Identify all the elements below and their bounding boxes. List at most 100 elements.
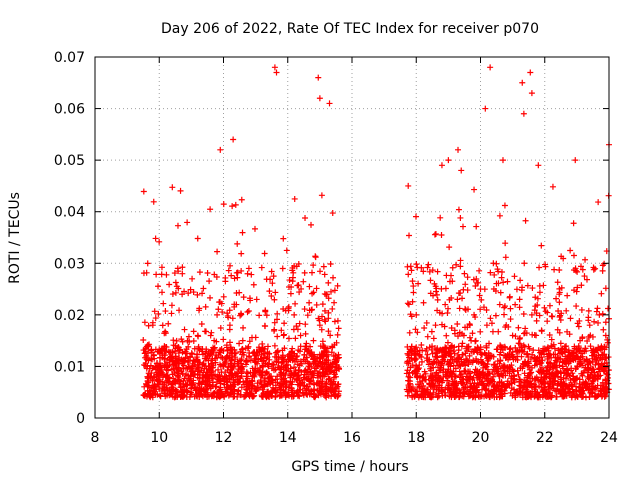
data-point-bulk [255, 344, 262, 351]
data-point-bulk [516, 385, 523, 392]
data-point-bulk [495, 280, 502, 287]
data-point-bulk [250, 349, 257, 356]
data-point-bulk [517, 378, 524, 385]
data-point-bulk [230, 374, 237, 381]
data-point-bulk [311, 393, 318, 400]
data-point-bulk [455, 206, 462, 213]
data-point-bulk [434, 374, 441, 381]
data-point-bulk [231, 356, 238, 363]
data-point-bulk [260, 354, 267, 361]
data-point-bulk [452, 365, 459, 372]
data-point-bulk [552, 351, 559, 358]
data-point-bulk [530, 347, 537, 354]
data-point-bulk [210, 372, 217, 379]
data-point-bulk [162, 393, 169, 400]
data-point-bulk [270, 273, 277, 280]
data-point-bulk [489, 328, 496, 335]
data-point-bulk [245, 391, 252, 398]
data-point-bulk [156, 372, 163, 379]
data-point-bulk [271, 319, 278, 326]
data-point-bulk [322, 392, 329, 399]
data-point-bulk [272, 289, 279, 296]
data-point-bulk [451, 356, 458, 363]
data-point-bulk [220, 201, 227, 208]
data-point-bulk [303, 354, 310, 361]
data-point-bulk [569, 370, 576, 377]
data-points [140, 64, 612, 401]
data-point-bulk [244, 308, 251, 315]
data-point-bulk [172, 289, 179, 296]
data-point-bulk [556, 314, 563, 321]
data-point-bulk [563, 307, 570, 314]
data-point-bulk [462, 305, 469, 312]
data-point-bulk [152, 235, 159, 242]
data-point-bulk [531, 381, 538, 388]
data-point-bulk [296, 393, 303, 400]
data-point-bulk [420, 382, 427, 389]
data-point-bulk [431, 231, 438, 238]
data-point-bulk [552, 357, 559, 364]
data-point-bulk [332, 352, 339, 359]
data-point-bulk [206, 367, 213, 374]
data-point-bulk [180, 357, 187, 364]
data-point-bulk [588, 380, 595, 387]
data-point-bulk [549, 363, 556, 370]
data-point-bulk [550, 381, 557, 388]
data-point-bulk [584, 384, 591, 391]
data-point-bulk [455, 290, 462, 297]
data-point-bulk [258, 392, 265, 399]
data-point-bulk [292, 335, 299, 342]
data-point-bulk [428, 328, 435, 335]
data-point [535, 162, 542, 169]
x-tick-label: 22 [536, 430, 554, 446]
data-point-bulk [566, 331, 573, 338]
data-point-bulk [314, 372, 321, 379]
data-point-bulk [176, 354, 183, 361]
data-point-bulk [195, 343, 202, 350]
data-point-bulk [472, 283, 479, 290]
data-point [297, 332, 304, 339]
data-point [471, 311, 478, 318]
data-point-bulk [456, 305, 463, 312]
data-point-bulk [190, 337, 197, 344]
data-point-bulk [497, 289, 504, 296]
data-point [528, 311, 535, 318]
data-point-bulk [194, 374, 201, 381]
data-point-bulk [582, 256, 589, 263]
data-point [233, 301, 240, 308]
data-point-bulk [228, 362, 235, 369]
data-point-bulk [584, 338, 591, 345]
data-point-bulk [234, 274, 241, 281]
data-point-bulk [537, 349, 544, 356]
data-point-bulk [601, 351, 608, 358]
data-point-bulk [278, 392, 285, 399]
data-point-bulk [151, 308, 158, 315]
data-point-bulk [591, 372, 598, 379]
data-point-bulk [442, 348, 449, 355]
data-point-bulk [457, 263, 464, 270]
data-point [509, 332, 516, 339]
data-point-bulk [438, 231, 445, 238]
data-point-bulk [279, 358, 286, 365]
data-point-bulk [501, 304, 508, 311]
data-point-bulk [427, 365, 434, 372]
data-point-bulk [533, 317, 540, 324]
data-point-bulk [144, 260, 151, 267]
data-point-bulk [196, 385, 203, 392]
data-point-bulk [296, 386, 303, 393]
data-point-bulk [455, 343, 462, 350]
data-point-bulk [425, 261, 432, 268]
data-point-bulk [408, 387, 415, 394]
data-point-bulk [478, 379, 485, 386]
data-point-bulk [516, 340, 523, 347]
data-point-bulk [406, 329, 413, 336]
data-point-bulk [280, 332, 287, 339]
data-point-bulk [592, 356, 599, 363]
data-point-bulk [421, 325, 428, 332]
data-point-bulk [549, 313, 556, 320]
data-point-bulk [545, 350, 552, 357]
data-point-bulk [516, 296, 523, 303]
data-point-bulk [142, 350, 149, 357]
data-point-bulk [264, 349, 271, 356]
data-point-bulk [287, 290, 294, 297]
